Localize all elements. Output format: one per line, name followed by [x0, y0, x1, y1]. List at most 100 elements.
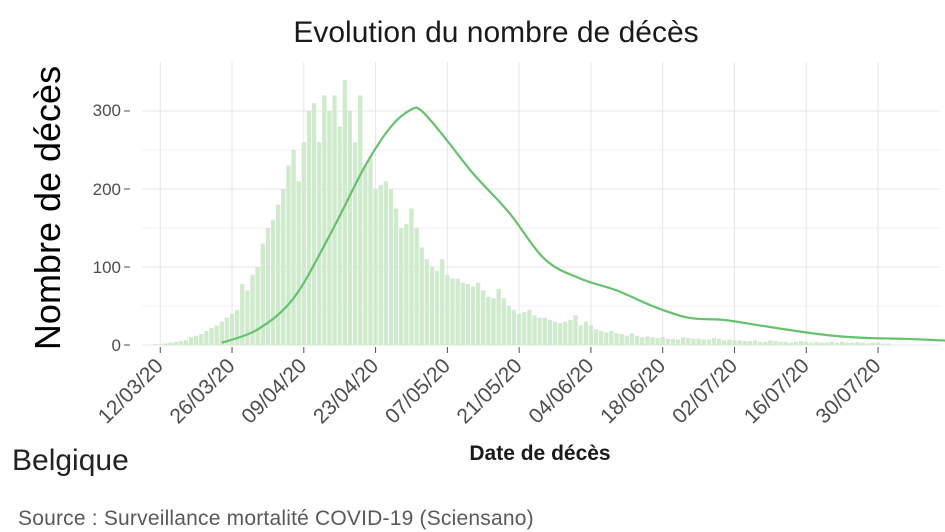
daily-death-bar: [240, 284, 245, 345]
daily-death-bar: [378, 185, 383, 345]
daily-death-bar: [855, 341, 860, 345]
daily-death-bar: [409, 208, 414, 345]
daily-death-bar: [640, 337, 645, 345]
daily-death-bar: [793, 341, 799, 345]
daily-death-bar: [317, 142, 322, 345]
daily-death-bar: [604, 332, 609, 345]
daily-death-bar: [163, 343, 168, 345]
daily-death-bar: [352, 142, 358, 345]
daily-death-bar: [522, 312, 527, 345]
daily-death-bar: [188, 337, 194, 345]
daily-death-bar: [865, 343, 870, 345]
daily-death-bar: [363, 165, 368, 345]
daily-death-bar: [491, 298, 496, 345]
daily-death-bar: [204, 330, 209, 345]
daily-death-bar: [440, 259, 445, 345]
chart-gridlines: [142, 62, 940, 346]
daily-death-bar: [552, 321, 558, 345]
daily-death-bar: [809, 342, 814, 345]
daily-death-bar: [373, 189, 378, 345]
x-tick-label: 09/04/20: [237, 354, 311, 428]
daily-death-bar: [860, 342, 865, 345]
daily-death-bar: [737, 340, 742, 345]
x-tick-label: 12/03/20: [94, 354, 168, 428]
daily-death-bar: [583, 321, 588, 345]
daily-death-bar: [455, 278, 460, 345]
daily-death-bar: [752, 340, 758, 345]
daily-death-bar: [465, 284, 471, 345]
daily-death-bar: [660, 337, 665, 345]
daily-death-bar: [829, 341, 835, 345]
daily-death-bar: [516, 313, 522, 345]
daily-death-bar: [270, 220, 276, 345]
daily-death-bar: [209, 327, 214, 345]
daily-death-bar: [404, 224, 409, 345]
daily-death-bar: [168, 342, 173, 345]
daily-death-bar: [306, 111, 312, 345]
daily-death-bar: [347, 111, 353, 345]
y-axis-label: Nombre de décès: [27, 66, 68, 350]
x-tick-label: 02/07/20: [668, 354, 742, 428]
daily-death-bar: [414, 228, 419, 345]
daily-death-bar: [265, 228, 271, 345]
daily-death-bar: [214, 325, 219, 345]
daily-death-bar: [716, 338, 722, 345]
daily-death-bar: [747, 341, 753, 345]
daily-death-bar: [322, 95, 327, 346]
daily-death-bar: [691, 338, 696, 345]
daily-death-bar: [235, 309, 240, 345]
source-note: Source : Surveillance mortalité COVID-19…: [18, 507, 534, 530]
daily-death-bar: [481, 290, 486, 345]
daily-death-bar: [629, 333, 635, 345]
daily-death-bar: [486, 296, 491, 345]
daily-death-bar: [301, 142, 306, 345]
daily-death-bar: [886, 343, 891, 345]
daily-death-bar: [496, 288, 501, 345]
daily-death-bar: [742, 341, 747, 345]
daily-death-bar: [542, 317, 547, 345]
daily-death-bar: [429, 267, 435, 345]
daily-death-bar: [593, 329, 599, 345]
daily-death-bar: [578, 325, 583, 345]
daily-death-bar: [614, 333, 619, 345]
daily-death-bar: [291, 150, 296, 345]
daily-death-bar: [152, 344, 158, 345]
daily-death-bar: [286, 165, 291, 345]
daily-death-bar: [358, 95, 363, 346]
daily-death-bar: [219, 321, 224, 345]
daily-death-bar: [701, 339, 706, 345]
daily-death-bar: [588, 325, 594, 345]
x-tick-label: 23/04/20: [309, 354, 383, 428]
x-axis-label: Date de décès: [469, 442, 610, 465]
daily-death-bar: [399, 228, 404, 345]
daily-death-bar: [173, 341, 178, 345]
chart-bars: [152, 79, 891, 346]
y-axis-ticks: 0 100 200 300: [93, 101, 130, 355]
daily-death-bar: [645, 336, 650, 345]
x-tick-label: 21/05/20: [453, 354, 527, 428]
daily-death-bar: [250, 274, 255, 345]
daily-death-bar: [327, 111, 332, 345]
x-axis-ticks: 12/03/2026/03/2009/04/2023/04/2007/05/20…: [94, 347, 886, 428]
smoothed-trend-line: [221, 106, 945, 344]
daily-death-bar: [834, 342, 840, 345]
daily-death-bar: [537, 317, 542, 345]
daily-death-bar: [193, 335, 199, 345]
daily-death-bar: [511, 309, 517, 345]
daily-death-bar: [311, 103, 317, 345]
daily-death-bar: [732, 340, 737, 345]
x-tick-label: 07/05/20: [381, 354, 455, 428]
daily-death-bar: [773, 341, 778, 345]
daily-death-bar: [342, 79, 347, 346]
daily-death-bar: [506, 306, 512, 345]
daily-death-bar: [229, 313, 235, 345]
daily-death-bar: [276, 204, 281, 345]
daily-death-bar: [434, 270, 440, 345]
daily-death-bar: [670, 338, 676, 345]
y-tick-label-0: 0: [112, 336, 121, 355]
x-tick-label: 04/06/20: [524, 354, 598, 428]
daily-death-bar: [624, 335, 629, 345]
daily-death-bar: [711, 337, 717, 345]
daily-death-bar: [798, 341, 804, 345]
